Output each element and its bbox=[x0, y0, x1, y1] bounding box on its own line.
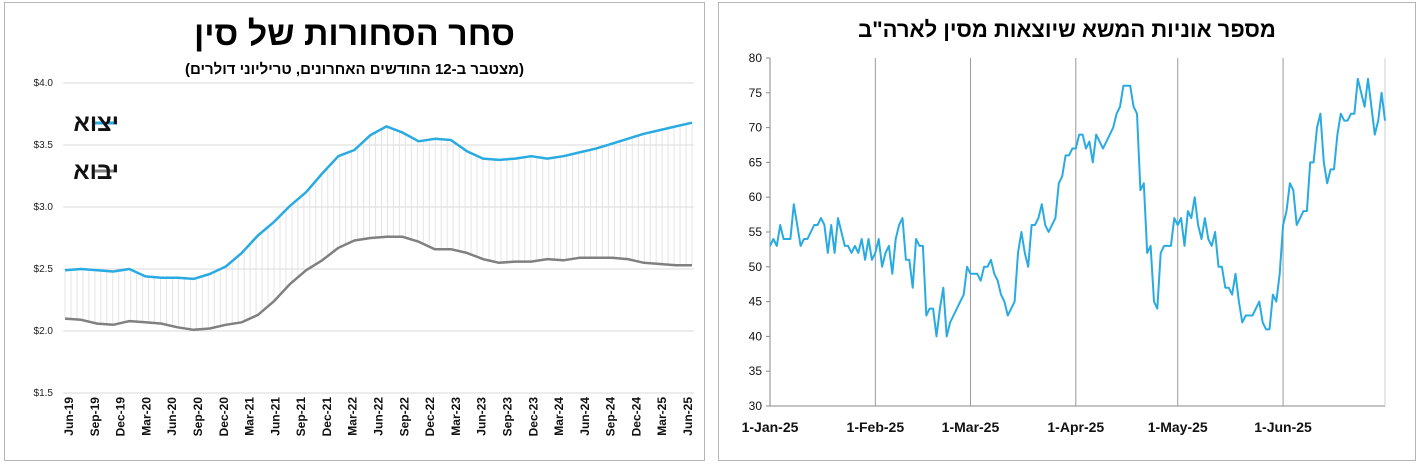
chart-title: סחר הסחורות של סין bbox=[194, 15, 515, 53]
y-tick-label: 40 bbox=[749, 329, 763, 343]
x-tick-label: Jun-22 bbox=[372, 397, 386, 436]
x-tick-label: 1-Mar-25 bbox=[942, 419, 1000, 435]
series-line bbox=[64, 121, 693, 281]
legend-label: יצוא bbox=[74, 110, 119, 137]
x-tick-label: Dec-20 bbox=[217, 397, 231, 437]
x-tick-label: Dec-22 bbox=[423, 397, 437, 437]
x-tick-label: Sep-21 bbox=[294, 397, 308, 437]
y-tick-label: 60 bbox=[749, 190, 763, 204]
x-tick-label: 1-Apr-25 bbox=[1047, 419, 1104, 435]
x-tick-label: Jun-19 bbox=[62, 397, 76, 436]
x-tick-label: Jun-24 bbox=[578, 397, 592, 436]
x-tick-label: Mar-23 bbox=[449, 397, 463, 436]
x-tick-label: 1-Feb-25 bbox=[847, 419, 905, 435]
cargo-ships-chart-panel: מספר אוניות המשא שיוצאות מסין לארה"ב 30 3… bbox=[718, 2, 1416, 461]
y-tick-label: $3.5 bbox=[34, 140, 54, 151]
x-tick-label: Sep-20 bbox=[191, 397, 205, 437]
y-tick-label: $4.0 bbox=[34, 78, 54, 89]
x-tick-label: Mar-20 bbox=[139, 397, 153, 436]
x-tick-label: Mar-25 bbox=[655, 397, 669, 436]
x-tick-label: Jun-21 bbox=[268, 397, 282, 436]
cargo-ships-chart-svg: 30 35 40 45 50 55 60 65 70 75 80 1-Jan-25 1-Feb-25 1-… bbox=[742, 51, 1386, 435]
series-line bbox=[64, 235, 692, 332]
y-tick-label: 50 bbox=[749, 260, 763, 274]
x-tick-label: Dec-21 bbox=[320, 397, 334, 437]
x-tick-label: Dec-19 bbox=[114, 397, 128, 437]
x-tick-label: Jun-25 bbox=[681, 397, 695, 436]
x-tick-label: Mar-21 bbox=[243, 397, 257, 436]
y-tick-label: 45 bbox=[749, 295, 763, 309]
x-tick-label: 1-May-25 bbox=[1148, 419, 1208, 435]
x-tick-label: Mar-24 bbox=[552, 397, 566, 436]
series-line bbox=[769, 77, 1386, 338]
china-trade-chart-svg: $1.5 $2.0 $2.5 $3.0 $3.5 $4.0 Jun-19 Sep-19 Dec-… bbox=[34, 78, 695, 437]
x-tick-label: Mar-22 bbox=[346, 397, 360, 436]
x-tick-label: Sep-23 bbox=[500, 397, 514, 437]
y-tick-label: $2.5 bbox=[34, 264, 54, 275]
y-tick-label: 65 bbox=[749, 155, 763, 169]
x-tick-label: Dec-23 bbox=[526, 397, 540, 437]
china-trade-chart-panel: סחר הסחורות של סין (מצטבר ב-12 החודשים ה… bbox=[4, 2, 705, 461]
y-tick-label: 70 bbox=[749, 121, 763, 135]
x-tick-label: 1-Jan-25 bbox=[742, 419, 799, 435]
x-tick-label: Jun-23 bbox=[475, 397, 489, 436]
y-tick-label: 30 bbox=[749, 399, 763, 413]
chart-subtitle: (מצטבר ב-12 החודשים האחרונים, טריליוני ד… bbox=[184, 61, 525, 78]
y-tick-label: 55 bbox=[749, 225, 763, 239]
y-tick-label: $2.0 bbox=[34, 326, 54, 337]
y-tick-label: 80 bbox=[749, 51, 763, 65]
chart-title: מספר אוניות המשא שיוצאות מסין לארה"ב bbox=[858, 17, 1276, 42]
x-tick-label: Jun-20 bbox=[165, 397, 179, 436]
y-tick-label: 75 bbox=[749, 86, 763, 100]
x-tick-label: Dec-24 bbox=[629, 397, 643, 437]
legend-label: יבוא bbox=[73, 158, 119, 185]
x-tick-label: Sep-19 bbox=[88, 397, 102, 437]
y-tick-label: 35 bbox=[749, 364, 763, 378]
x-tick-label: 1-Jun-25 bbox=[1254, 419, 1312, 435]
y-tick-label: $1.5 bbox=[34, 388, 54, 399]
x-tick-label: Sep-24 bbox=[604, 397, 618, 437]
y-tick-label: $3.0 bbox=[34, 202, 54, 213]
x-tick-label: Sep-22 bbox=[397, 397, 411, 437]
